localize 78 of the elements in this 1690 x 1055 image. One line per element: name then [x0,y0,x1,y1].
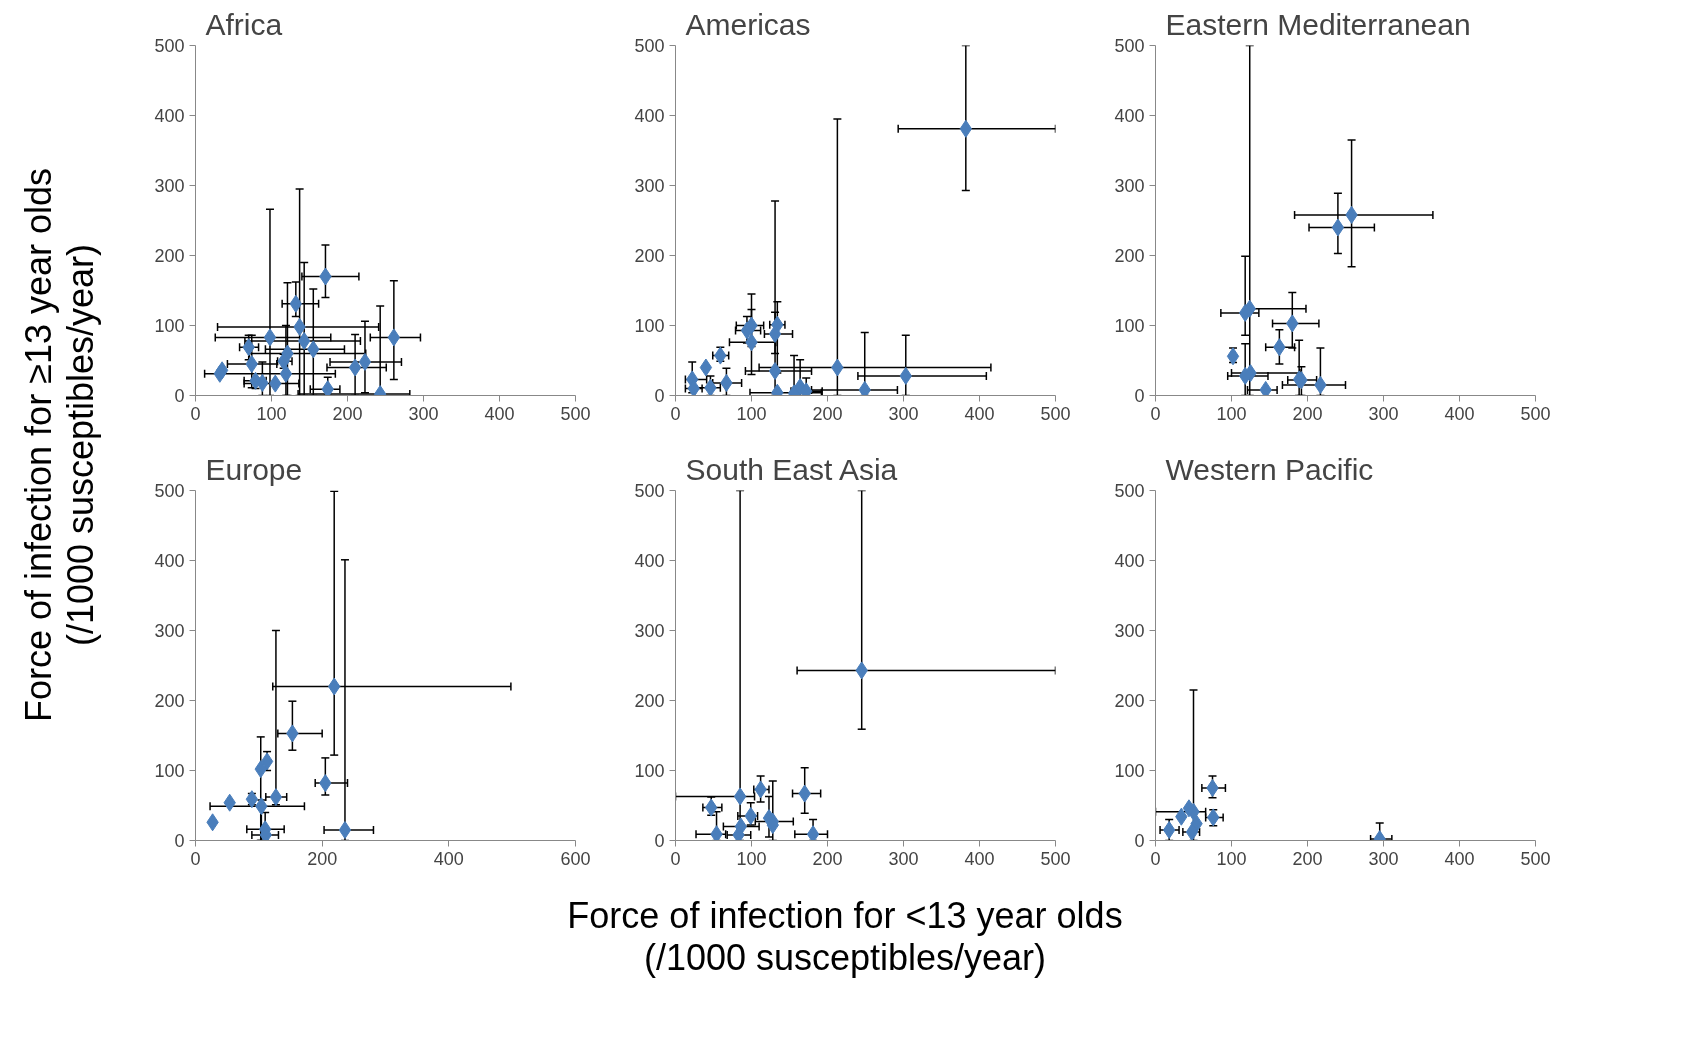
x-tick-label: 100 [736,403,767,424]
x-tick-label: 200 [307,848,338,869]
x-tick-label: 400 [433,848,464,869]
y-tick-label: 300 [634,621,665,641]
y-tick-label: 100 [634,316,665,336]
y-tick-label: 100 [1114,316,1145,336]
y-tick-label: 0 [174,831,185,851]
y-tick-label: 300 [634,176,665,196]
y-tick-label: 100 [154,761,185,781]
x-tick-label: 100 [736,848,767,869]
y-tick-label: 400 [634,106,665,126]
y-tick-label: 200 [154,246,185,266]
x-tick-label: 200 [1292,848,1323,869]
y-tick-label: 300 [154,176,185,196]
chart-title: Americas [685,7,811,41]
x-tick-label: 400 [964,403,995,424]
chart-title: Western Pacific [1165,452,1374,486]
x-tick-label: 400 [484,403,515,424]
x-tick-label: 0 [670,403,681,424]
y-tick-label: 200 [634,691,665,711]
x-tick-label: 400 [1444,848,1475,869]
x-tick-label: 100 [1216,848,1247,869]
chart-title: Eastern Mediterranean [1165,7,1471,41]
y-tick-label: 0 [174,386,185,406]
y-tick-label: 0 [654,386,665,406]
y-tick-label: 300 [1114,176,1145,196]
x-tick-label: 500 [560,403,591,424]
x-tick-label: 400 [964,848,995,869]
x-tick-label: 0 [190,848,201,869]
y-tick-label: 500 [154,481,185,501]
x-tick-label: 300 [1368,848,1399,869]
y-tick-label: 400 [1114,106,1145,126]
y-tick-label: 0 [1134,386,1145,406]
x-tick-label: 500 [1040,403,1071,424]
x-tick-label: 400 [1444,403,1475,424]
y-tick-label: 200 [154,691,185,711]
y-tick-label: 300 [154,621,185,641]
x-tick-label: 600 [560,848,591,869]
y-tick-label: 300 [1114,621,1145,641]
y-tick-label: 400 [154,551,185,571]
y-tick-label: 500 [634,481,665,501]
x-tick-label: 100 [1216,403,1247,424]
x-tick-label: 0 [670,848,681,869]
x-tick-label: 300 [408,403,439,424]
y-axis-title: Force of infection for ≥13 year olds (/1000 susceptibles/year) [18,167,102,724]
x-tick-label: 0 [190,403,201,424]
y-tick-label: 400 [634,551,665,571]
x-tick-label: 200 [812,403,843,424]
y-tick-label: 400 [1114,551,1145,571]
x-tick-label: 500 [1520,848,1551,869]
x-tick-label: 500 [1520,403,1551,424]
y-tick-label: 100 [154,316,185,336]
x-tick-label: 500 [1040,848,1071,869]
y-tick-label: 500 [1114,36,1145,56]
x-tick-label: 200 [812,848,843,869]
y-tick-label: 100 [1114,761,1145,781]
y-tick-label: 200 [634,246,665,266]
chart-title: Europe [205,452,303,486]
y-tick-label: 500 [154,36,185,56]
chart-title: Africa [205,7,283,41]
y-tick-label: 400 [154,106,185,126]
x-tick-label: 0 [1150,848,1161,869]
x-tick-label: 0 [1150,403,1161,424]
x-tick-label: 300 [1368,403,1399,424]
x-tick-label: 200 [332,403,363,424]
y-tick-label: 200 [1114,691,1145,711]
x-axis-title: Force of infection for <13 year olds (/1000 susceptibles/year) [566,895,1124,979]
y-tick-label: 500 [1114,481,1145,501]
x-tick-label: 200 [1292,403,1323,424]
y-tick-label: 0 [654,831,665,851]
x-tick-label: 300 [888,403,919,424]
chart-title: South East Asia [685,452,898,486]
y-tick-label: 0 [1134,831,1145,851]
y-tick-label: 100 [634,761,665,781]
y-tick-label: 500 [634,36,665,56]
x-tick-label: 300 [888,848,919,869]
x-tick-label: 100 [256,403,287,424]
y-tick-label: 200 [1114,246,1145,266]
